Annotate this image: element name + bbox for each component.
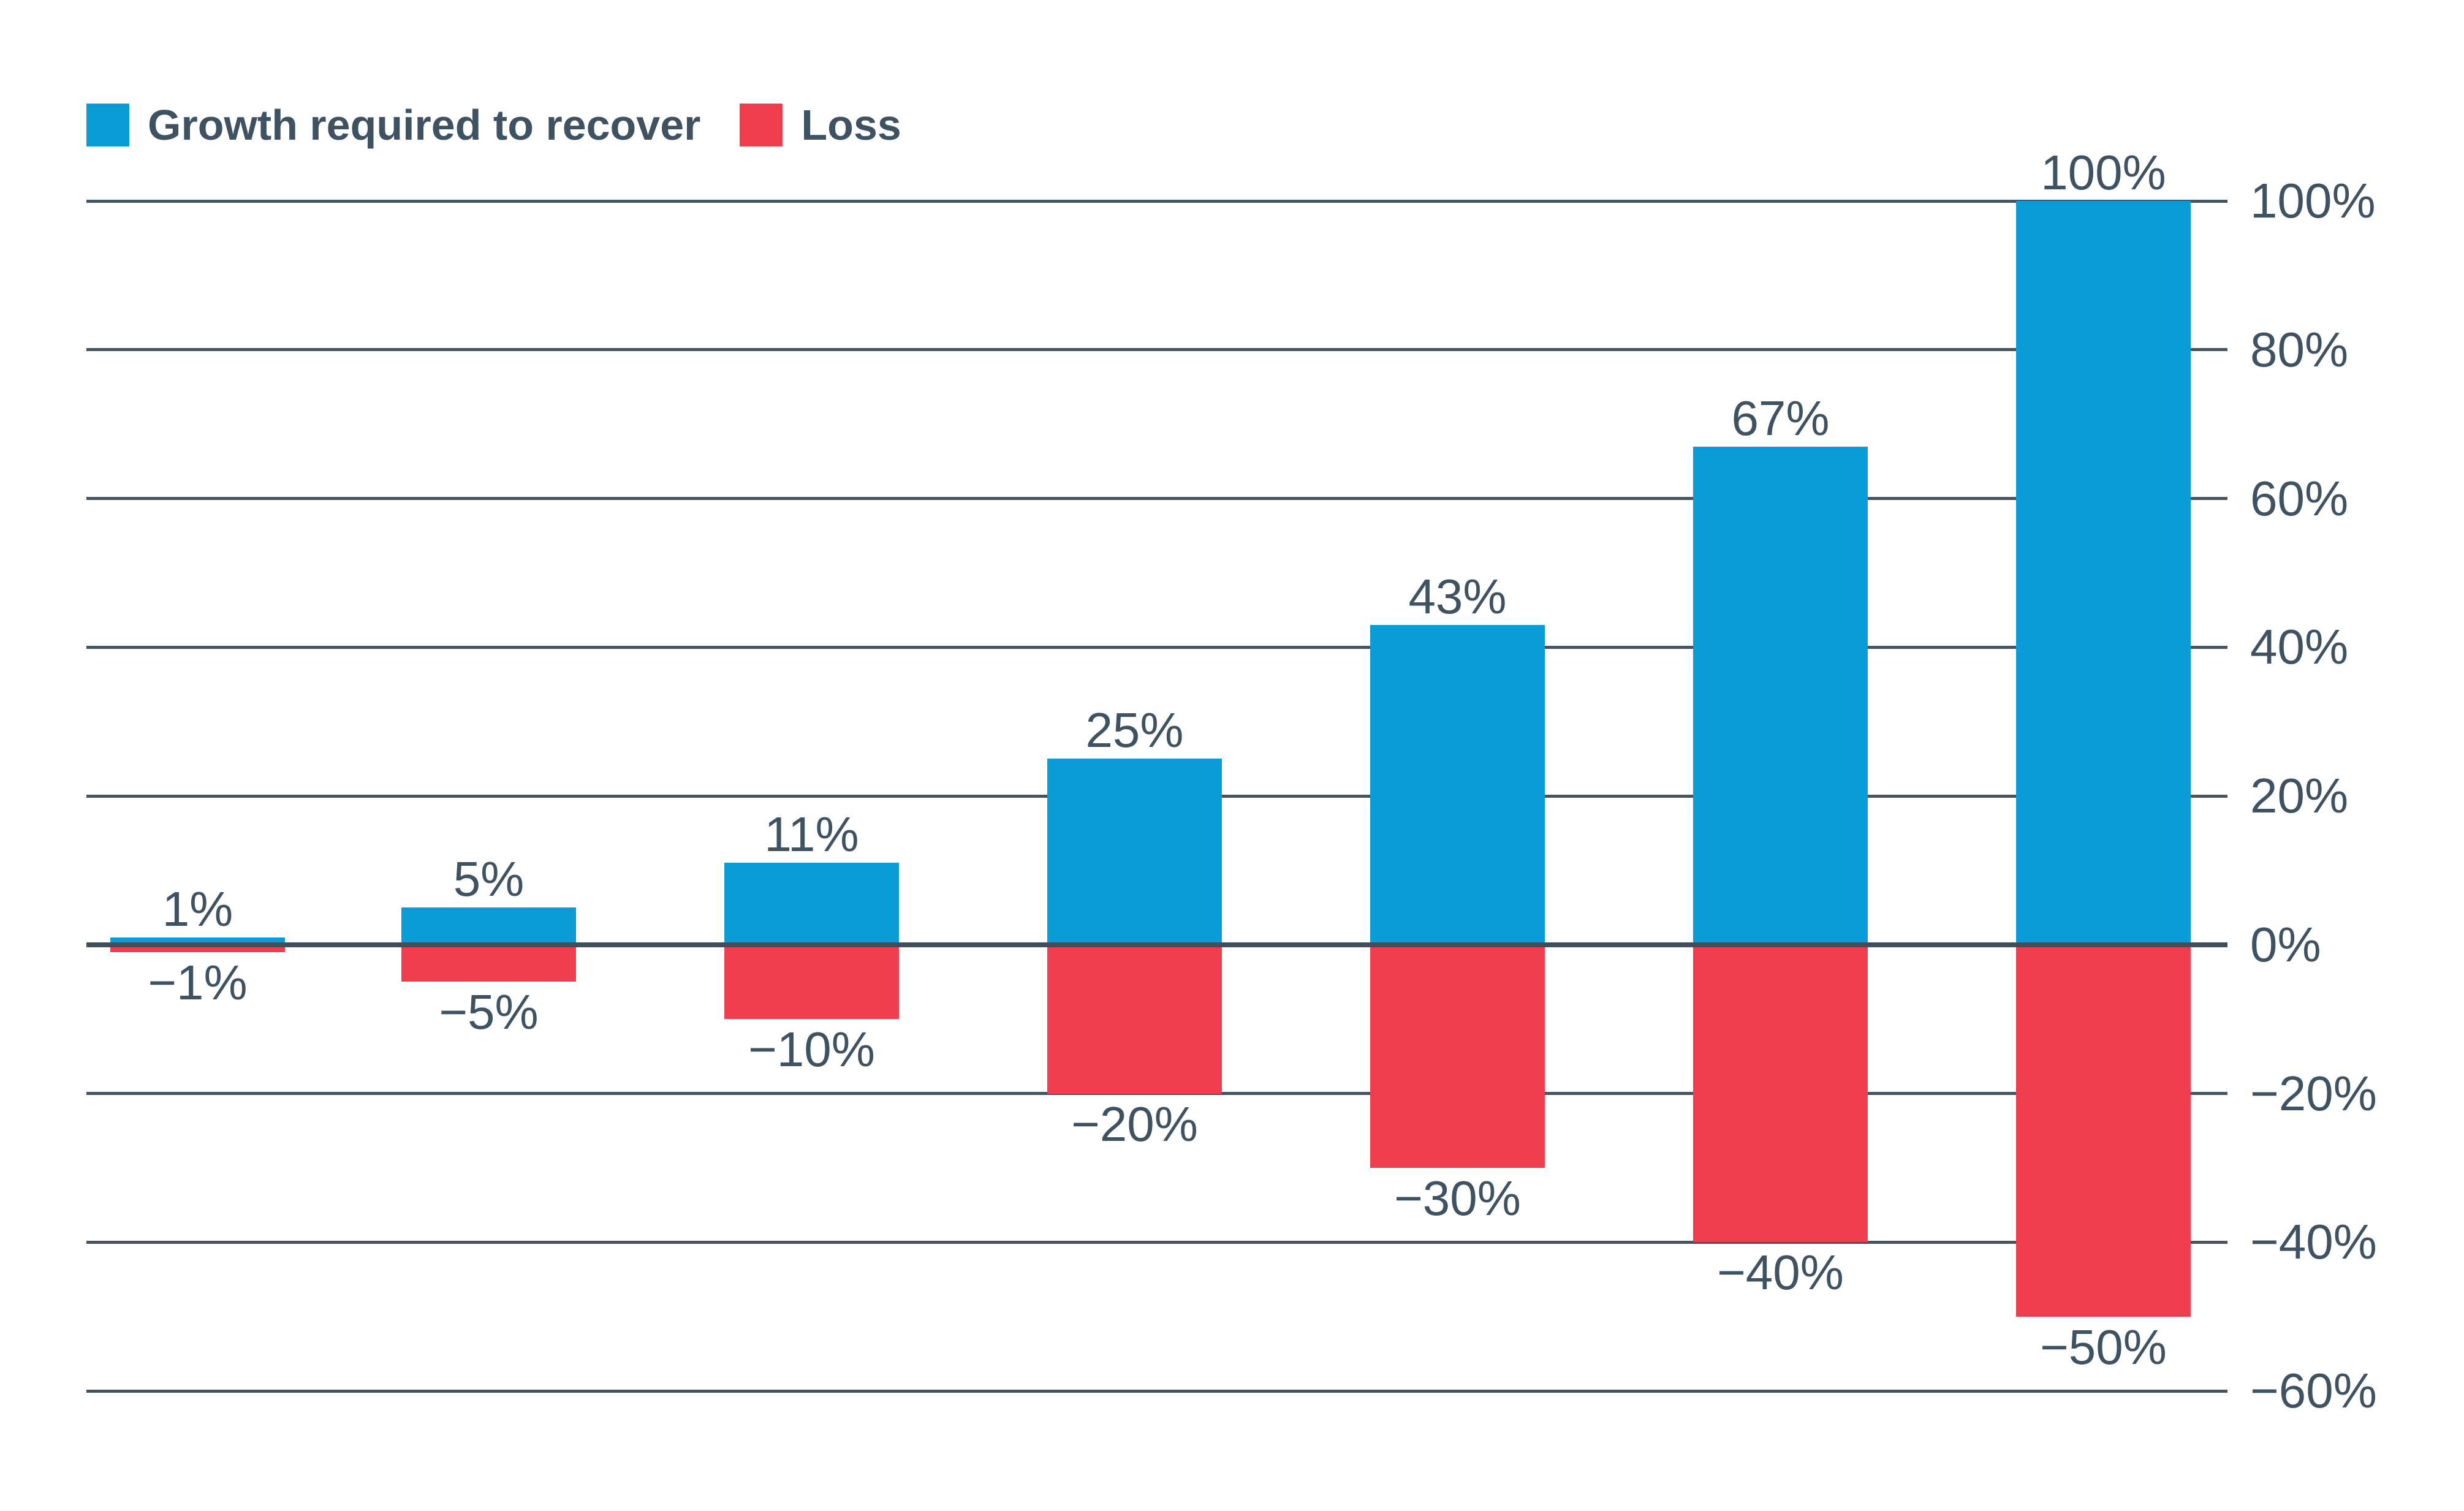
growth-bar-label-4: 25%: [1085, 703, 1184, 758]
y-axis-label-0: 0%: [2250, 917, 2321, 972]
loss-bar-6: [1693, 944, 1868, 1243]
growth-bar-label-7: 100%: [2041, 145, 2166, 200]
loss-bar-4: [1047, 944, 1222, 1094]
gridline--40: [86, 1240, 2227, 1244]
legend-label-growth: Growth required to recover: [148, 101, 701, 149]
y-axis-label-60: 60%: [2250, 471, 2349, 526]
gridline-100: [86, 199, 2227, 203]
growth-bar-4: [1047, 759, 1222, 945]
y-axis-label-40: 40%: [2250, 619, 2349, 675]
y-axis-label-20: 20%: [2250, 768, 2349, 823]
loss-bar-label-6: −40%: [1717, 1245, 1844, 1300]
loss-bar-7: [2016, 944, 2191, 1317]
loss-bar-2: [401, 944, 576, 982]
loss-bar-3: [724, 944, 899, 1020]
y-axis-label--20: −20%: [2250, 1066, 2377, 1121]
growth-bar-3: [724, 863, 899, 945]
legend-item-loss: Loss: [740, 104, 901, 146]
growth-bar-label-2: 5%: [453, 852, 525, 907]
legend-item-growth: Growth required to recover: [86, 104, 700, 146]
growth-bar-label-1: 1%: [162, 881, 233, 936]
loss-bar-label-3: −10%: [748, 1022, 875, 1077]
growth-bar-6: [1693, 446, 1868, 945]
loss-bar-label-1: −1%: [148, 955, 248, 1010]
gridline--20: [86, 1092, 2227, 1095]
loss-bar-label-7: −50%: [2040, 1319, 2167, 1374]
growth-bar-5: [1370, 624, 1545, 945]
y-axis-label--40: −40%: [2250, 1214, 2377, 1270]
growth-bar-label-6: 67%: [1731, 390, 1830, 445]
growth-bar-2: [401, 907, 576, 945]
loss-bar-label-5: −30%: [1394, 1170, 1521, 1225]
gridline-60: [86, 497, 2227, 500]
growth-bar-label-3: 11%: [764, 807, 859, 862]
gridline-80: [86, 348, 2227, 352]
growth-bar-7: [2016, 201, 2191, 945]
gridline--60: [86, 1389, 2227, 1393]
growth-bar-label-5: 43%: [1408, 569, 1507, 624]
loss-bar-label-4: −20%: [1071, 1096, 1198, 1151]
loss-bar-5: [1370, 944, 1545, 1168]
legend-swatch-growth: [86, 104, 129, 146]
y-axis-label--60: −60%: [2250, 1363, 2377, 1418]
gridline-40: [86, 645, 2227, 649]
y-axis-label-80: 80%: [2250, 322, 2349, 377]
y-axis-label-100: 100%: [2250, 173, 2376, 228]
zero-line: [86, 942, 2227, 947]
legend-label-loss: Loss: [801, 101, 901, 149]
legend-swatch-loss: [740, 104, 783, 146]
legend: Growth required to recover Loss: [86, 104, 901, 146]
loss-bar-label-2: −5%: [439, 985, 539, 1040]
